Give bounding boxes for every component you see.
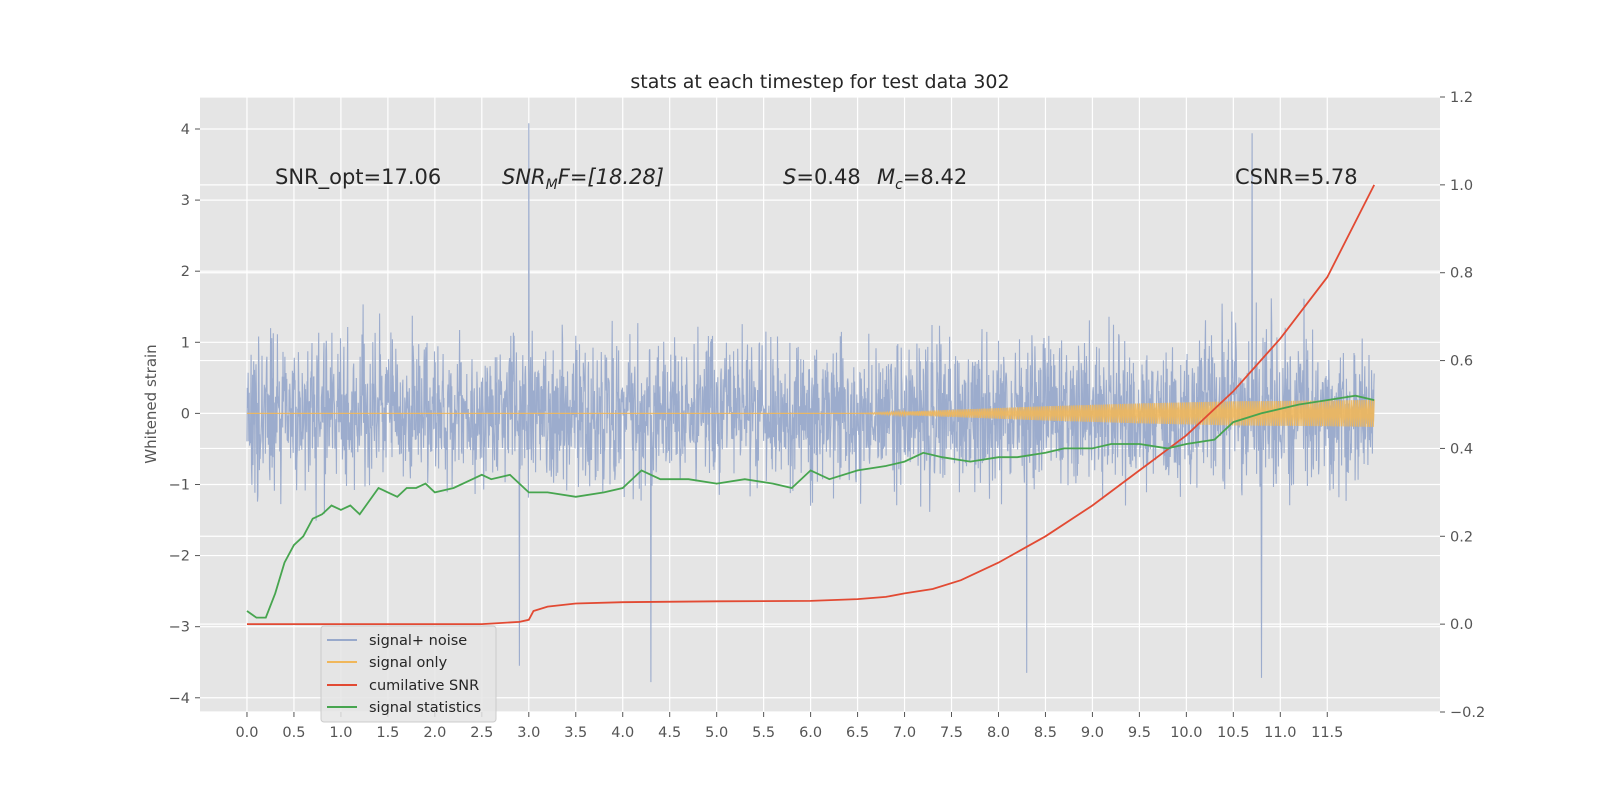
legend-label-signal-only: signal only [369,655,448,671]
y2-tick-label: 1.0 [1450,178,1473,194]
x-tick-label: 4.5 [658,725,681,741]
annotation-csnr: CSNR=5.78 [1235,165,1358,189]
y2-tick-label: 0.6 [1450,354,1473,370]
x-tick-label: 7.5 [940,725,963,741]
y2-tick-label: 0.2 [1450,529,1473,545]
annotation-snr-opt: SNR_opt=17.06 [275,165,441,190]
series-signal-only-line [247,399,1375,427]
annotation-snr-mf-value: F=[18.28] [558,165,664,189]
x-tick-label: 1.0 [329,725,352,741]
y-tick-label: −3 [169,620,190,636]
y-tick-label: 1 [181,335,190,351]
x-tick-label: 0.5 [282,725,305,741]
y-tick-label: 3 [181,193,190,209]
x-tick-label: 10.5 [1217,725,1249,741]
legend-box [320,625,497,723]
x-tick-label: 9.5 [1128,725,1151,741]
y-tick-label: −4 [169,691,190,707]
annotation-s-symbol: S [783,165,796,189]
annotation-snr-mf-subscript: M [546,177,558,193]
annotation-mc-symbol: M [877,165,895,189]
x-tick-label: 0.0 [235,725,258,741]
y-tick-label: −2 [169,549,190,565]
y-tick-label: 4 [181,122,190,138]
series-cumilative-snr-line [247,184,1376,625]
y-tick-label: 0 [181,406,190,422]
legend-label-signal-noise: signal+ noise [369,633,467,649]
x-tick-label: 6.0 [799,725,822,741]
legend-label-signal-statistics: signal statistics [369,700,481,716]
x-tick-label: 9.0 [1081,725,1104,741]
x-tick-label: 8.0 [987,725,1010,741]
x-tick-label: 4.0 [611,725,634,741]
y2-tick-label: 0.8 [1450,266,1473,282]
y-tick-label: −1 [169,477,190,493]
x-tick-label: 10.0 [1170,725,1202,741]
annotation-snr-mf-symbol: SNR [502,165,546,189]
legend-label-cumilative-snr: cumilative SNR [369,678,479,694]
annotation-mc-value: =8.42 [903,165,967,189]
x-tick-label: 7.0 [893,725,916,741]
y2-tick-label: 0.0 [1450,617,1473,633]
annotation-snr-mf: SNRMF=[18.28] [502,165,664,193]
series-signal-noise-line [246,123,1375,683]
x-tick-label: 8.5 [1034,725,1057,741]
y2-tick-label: 1.2 [1450,90,1473,106]
x-tick-label: 1.5 [376,725,399,741]
chart-title: stats at each timestep for test data 302 [630,71,1009,93]
x-tick-label: 3.5 [564,725,587,741]
x-tick-label: 11.0 [1264,725,1296,741]
x-tick-label: 2.5 [470,725,493,741]
y-axis-label: Whitened strain [142,344,160,463]
y2-tick-label: −0.2 [1450,705,1485,721]
x-tick-label: 6.5 [846,725,869,741]
x-tick-label: 2.0 [423,725,446,741]
annotation-s: S=0.48 [783,165,861,189]
legend: signal+ noise signal only cumilative SNR… [320,625,497,723]
y2-tick-label: 0.4 [1450,441,1473,457]
annotation-mc: Mc=8.42 [877,165,967,193]
annotation-mc-subscript: c [895,177,903,193]
x-tick-label: 11.5 [1311,725,1343,741]
x-tick-label: 5.0 [705,725,728,741]
annotation-s-value: =0.48 [796,165,860,189]
series-signal-statistics-line [246,394,1375,619]
x-tick-label: 5.5 [752,725,775,741]
x-tick-label: 3.0 [517,725,540,741]
y-tick-label: 2 [181,264,190,280]
